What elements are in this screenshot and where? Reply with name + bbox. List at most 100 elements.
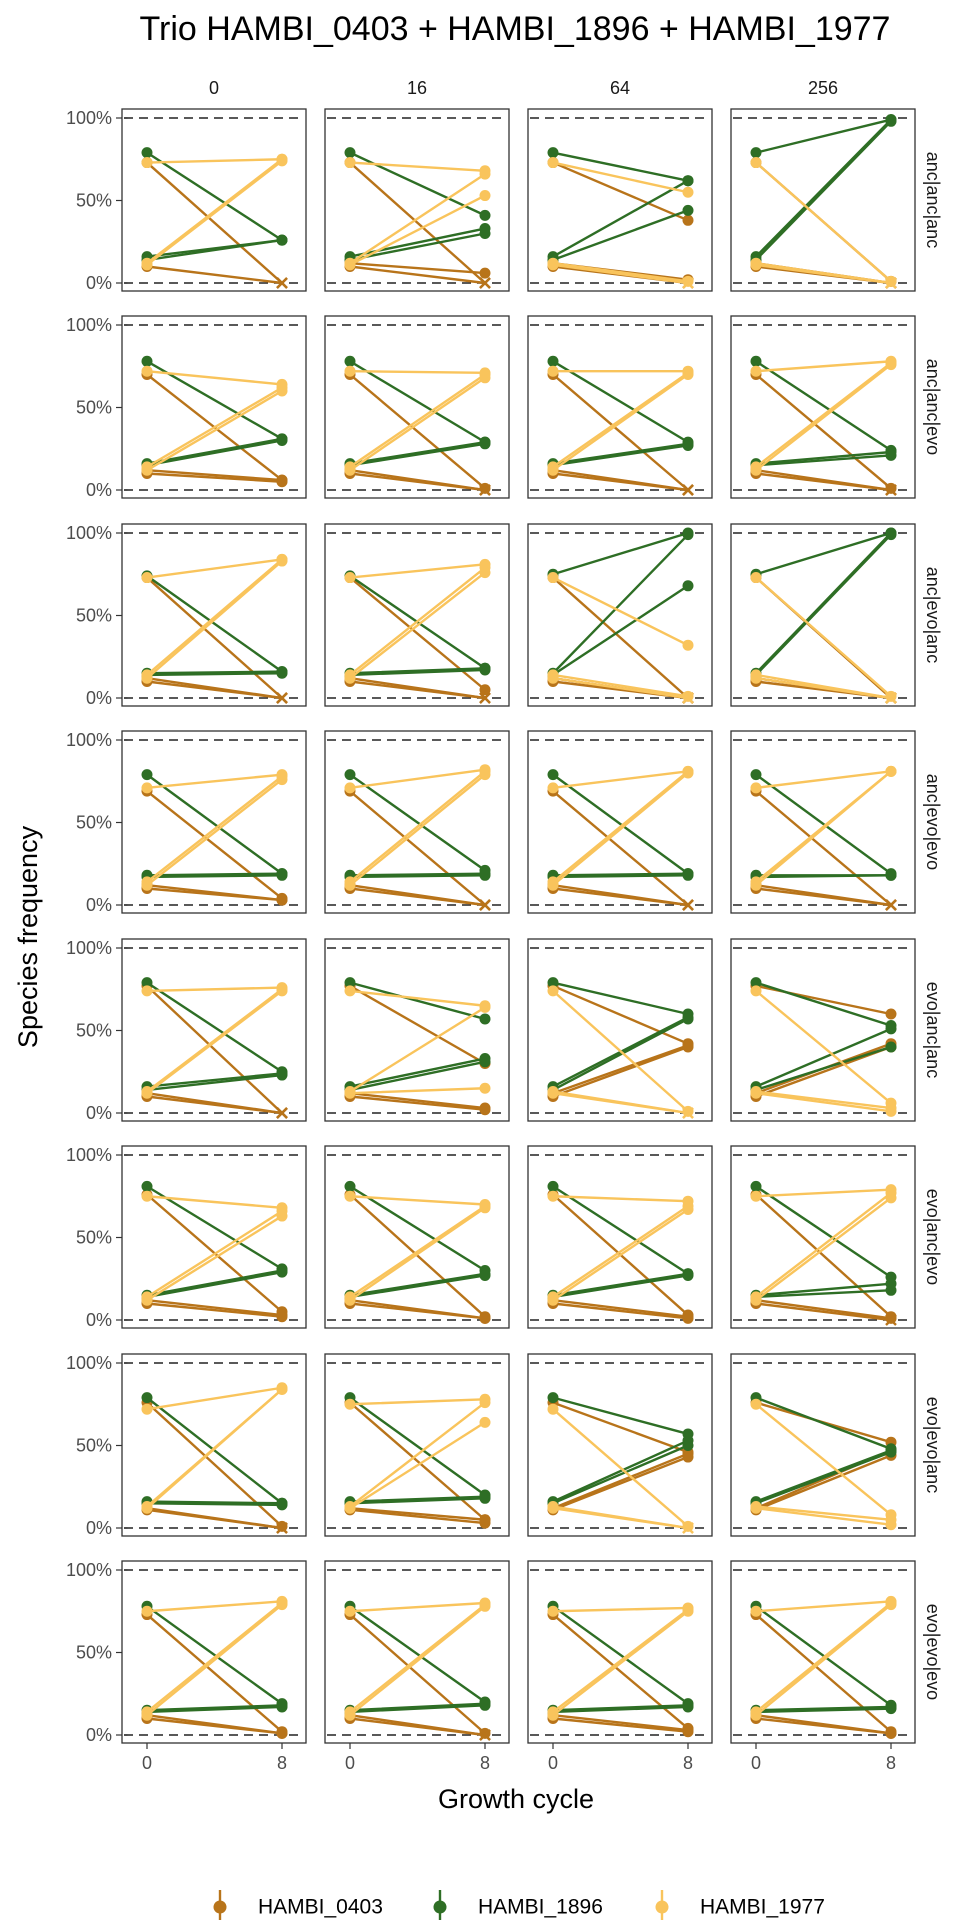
data-point <box>547 464 559 476</box>
series-line <box>348 262 487 275</box>
data-point <box>885 1599 897 1611</box>
facet-panel <box>121 938 307 1122</box>
series-line <box>551 373 690 492</box>
y-tick-label: 0% <box>86 1518 112 1538</box>
extinction-marker <box>682 484 694 496</box>
series-line <box>754 981 893 1027</box>
data-point <box>682 1013 694 1025</box>
y-tick-label: 0% <box>86 1103 112 1123</box>
panel-border <box>324 1145 510 1329</box>
series-line <box>348 773 487 872</box>
facet-panel <box>527 730 713 914</box>
series-line <box>348 1603 487 1714</box>
series-line <box>754 874 893 879</box>
data-point <box>276 985 288 997</box>
panel-border <box>121 108 307 292</box>
x-tick-label: 8 <box>277 1753 287 1773</box>
series-line <box>145 778 284 887</box>
data-point <box>344 157 356 169</box>
series-line <box>348 1095 487 1111</box>
panel-border <box>324 315 510 499</box>
row-strip-label: anc|anc|anc <box>923 152 943 248</box>
series-line <box>145 986 284 993</box>
data-point <box>479 1699 491 1711</box>
data-point <box>479 228 491 239</box>
data-point <box>141 1605 153 1617</box>
extinction-marker <box>885 899 897 911</box>
data-point <box>547 1502 559 1514</box>
data-point <box>141 157 153 169</box>
row-strip-label: anc|evo|anc <box>923 567 943 663</box>
series-line <box>754 1396 893 1451</box>
extinction-marker <box>276 277 288 289</box>
series-line <box>754 1193 893 1318</box>
data-point <box>885 1041 897 1053</box>
data-point <box>141 464 153 476</box>
panel-border <box>121 938 307 1122</box>
series-line <box>348 1274 487 1299</box>
data-point <box>750 1398 762 1410</box>
series-line <box>551 1455 690 1512</box>
series-line <box>551 373 690 472</box>
data-point <box>344 147 356 159</box>
series-line <box>754 361 893 469</box>
series-line <box>551 533 690 675</box>
series-line <box>551 1017 690 1092</box>
data-point <box>141 365 153 377</box>
x-tick-label: 0 <box>751 1753 761 1773</box>
facet-panel <box>730 1145 916 1329</box>
data-point <box>547 1294 559 1306</box>
series-line <box>551 161 690 222</box>
facet-panel <box>527 523 713 707</box>
row-strip-label: evo|evo|evo <box>923 1604 943 1700</box>
data-point <box>682 1312 694 1324</box>
data-point <box>750 769 762 781</box>
data-point <box>547 985 559 997</box>
data-point <box>344 365 356 377</box>
series-line <box>145 576 284 700</box>
data-point <box>344 782 356 794</box>
facet-panel <box>527 1353 713 1537</box>
series-line <box>348 1006 487 1093</box>
series-line <box>145 469 284 482</box>
panel-border <box>730 1560 916 1744</box>
data-point <box>479 1001 491 1013</box>
data-point <box>141 1294 153 1306</box>
legend-key-point <box>213 1900 227 1914</box>
series-line <box>551 371 690 469</box>
data-point <box>750 1502 762 1514</box>
data-point <box>750 572 762 584</box>
series-line <box>348 472 487 492</box>
series-line <box>754 533 893 677</box>
facet-panel <box>527 1145 713 1329</box>
series-line <box>348 680 487 700</box>
series-line <box>551 1298 690 1318</box>
data-point <box>750 1190 762 1202</box>
column-strip-label: 16 <box>407 78 427 98</box>
data-point <box>479 168 491 180</box>
series-line <box>145 1302 284 1318</box>
series-line <box>348 376 487 472</box>
data-point <box>547 572 559 584</box>
data-point <box>479 1517 491 1529</box>
data-point <box>750 879 762 891</box>
series-line <box>551 444 690 467</box>
y-tick-label: 0% <box>86 273 112 293</box>
data-point <box>682 186 694 198</box>
series-line <box>754 1506 893 1526</box>
extinction-marker <box>479 484 491 496</box>
series-line <box>145 1269 284 1297</box>
data-point <box>885 1446 897 1458</box>
y-tick-label: 0% <box>86 480 112 500</box>
legend-item: HAMBI_1896 <box>433 1890 603 1924</box>
legend-label: HAMBI_1896 <box>478 1896 603 1919</box>
facet-panel <box>121 1145 307 1329</box>
panel-border <box>121 315 307 499</box>
panel-border <box>730 730 916 914</box>
data-point <box>276 1727 288 1739</box>
series-line <box>145 989 284 1095</box>
panel-background <box>528 109 712 291</box>
panel-border <box>121 730 307 914</box>
data-point <box>276 155 288 167</box>
data-point <box>547 1392 559 1404</box>
